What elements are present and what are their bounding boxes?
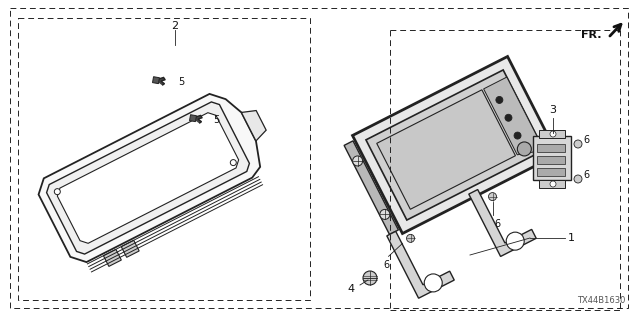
Text: FR.: FR. bbox=[582, 30, 602, 40]
Bar bbox=[539, 180, 565, 188]
Circle shape bbox=[353, 156, 363, 166]
Polygon shape bbox=[58, 113, 239, 243]
Polygon shape bbox=[353, 57, 557, 234]
Polygon shape bbox=[104, 249, 122, 267]
Polygon shape bbox=[155, 77, 165, 85]
Polygon shape bbox=[387, 231, 454, 298]
Text: 2: 2 bbox=[172, 21, 179, 31]
Bar bbox=[18, 18, 310, 300]
Polygon shape bbox=[377, 90, 515, 209]
Circle shape bbox=[550, 181, 556, 187]
Circle shape bbox=[550, 131, 556, 137]
Bar bbox=[537, 168, 565, 176]
Text: 6: 6 bbox=[583, 135, 589, 145]
Bar bbox=[537, 156, 565, 164]
Circle shape bbox=[380, 209, 390, 220]
Text: 4: 4 bbox=[348, 284, 355, 294]
Circle shape bbox=[424, 274, 442, 292]
Polygon shape bbox=[152, 77, 159, 84]
Circle shape bbox=[514, 132, 521, 139]
Text: TX44B1630: TX44B1630 bbox=[577, 296, 625, 305]
Text: 6: 6 bbox=[583, 170, 589, 180]
Circle shape bbox=[574, 175, 582, 183]
Bar bbox=[539, 130, 565, 138]
Circle shape bbox=[363, 271, 377, 285]
Polygon shape bbox=[344, 141, 398, 235]
Polygon shape bbox=[47, 102, 250, 254]
Text: 5: 5 bbox=[213, 115, 220, 125]
Bar bbox=[537, 144, 565, 152]
Circle shape bbox=[574, 140, 582, 148]
Circle shape bbox=[230, 160, 236, 165]
Polygon shape bbox=[366, 70, 544, 220]
Polygon shape bbox=[189, 115, 196, 122]
Polygon shape bbox=[192, 116, 202, 123]
Polygon shape bbox=[468, 189, 536, 256]
Text: 1: 1 bbox=[568, 233, 575, 243]
Text: 5: 5 bbox=[178, 77, 184, 87]
Bar bbox=[533, 136, 571, 180]
Circle shape bbox=[488, 193, 497, 201]
Circle shape bbox=[517, 142, 531, 156]
Text: 6: 6 bbox=[383, 260, 390, 270]
Polygon shape bbox=[241, 110, 266, 141]
Circle shape bbox=[496, 96, 503, 103]
Polygon shape bbox=[38, 94, 260, 262]
Text: 3: 3 bbox=[550, 105, 557, 115]
Circle shape bbox=[505, 114, 512, 121]
Circle shape bbox=[406, 234, 415, 242]
Polygon shape bbox=[121, 240, 139, 257]
Circle shape bbox=[506, 232, 524, 250]
Polygon shape bbox=[484, 77, 544, 155]
Text: 6: 6 bbox=[495, 219, 500, 228]
Circle shape bbox=[54, 189, 60, 195]
